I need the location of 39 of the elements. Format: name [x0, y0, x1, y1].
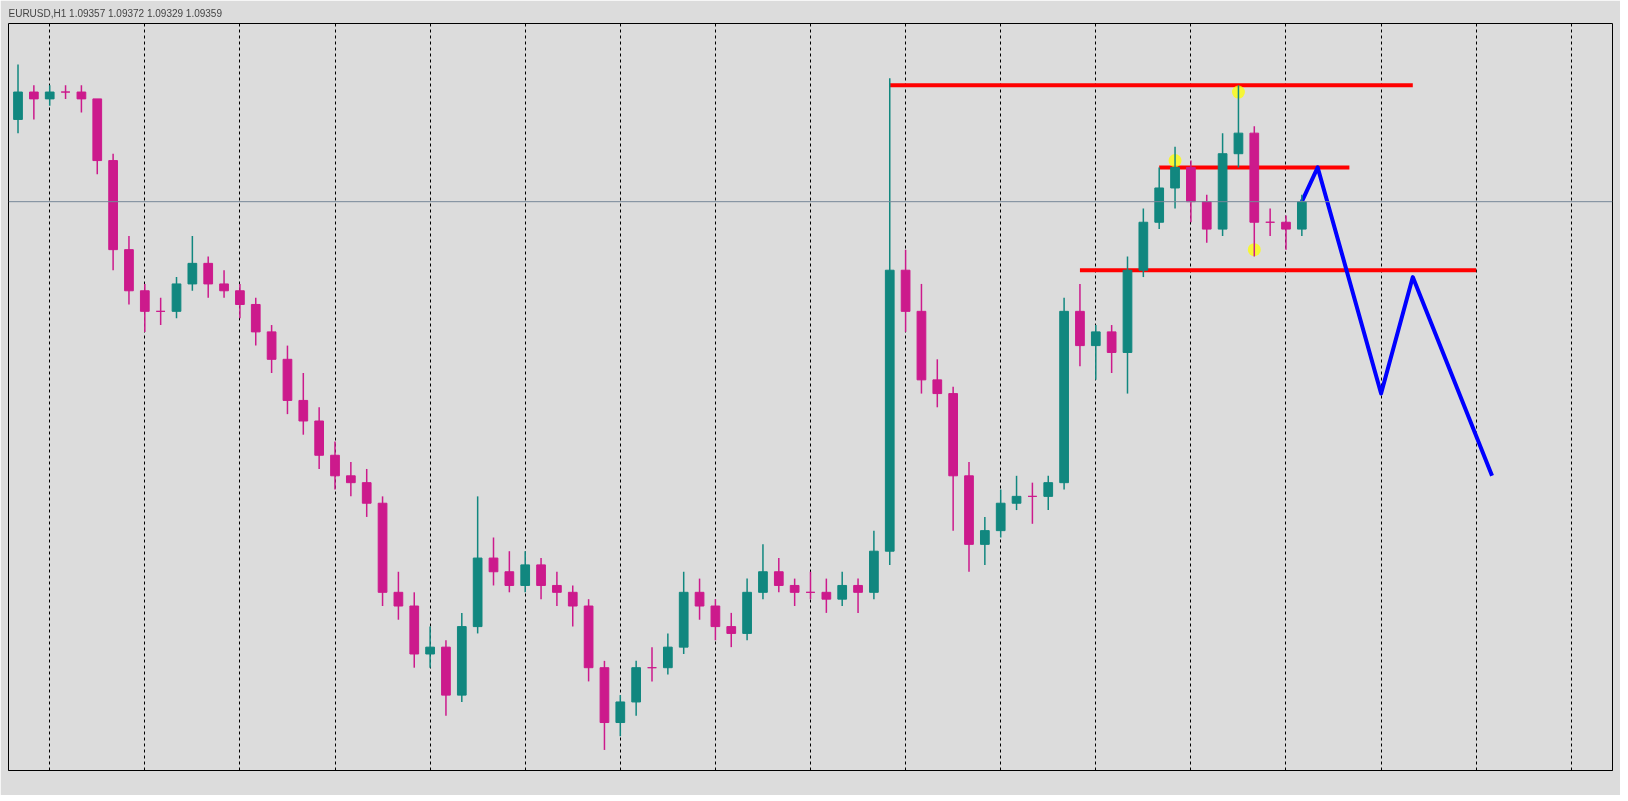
candlestick — [552, 571, 562, 607]
candlestick — [76, 84, 87, 114]
candlestick — [1011, 475, 1022, 511]
candlestick — [139, 283, 150, 333]
candlestick — [219, 269, 229, 299]
candlestick — [694, 577, 705, 621]
candlestick — [726, 612, 737, 648]
candlestick — [235, 283, 245, 319]
candlestick — [1090, 324, 1101, 381]
candlestick — [425, 625, 435, 669]
candlestick — [536, 557, 546, 600]
candlestick — [853, 577, 863, 614]
candlestick — [488, 536, 499, 587]
candlestick — [758, 543, 768, 600]
candlestick — [346, 461, 356, 498]
candlestick — [1281, 214, 1291, 251]
candlestick — [773, 557, 784, 594]
chart-title: EURUSD,H1 1.09357 1.09372 1.09329 1.09359 — [8, 7, 223, 19]
candlestick — [44, 84, 55, 107]
candlestick — [1043, 475, 1054, 511]
candlestick — [361, 468, 372, 518]
candlestick — [330, 440, 340, 491]
candlestick — [393, 571, 404, 621]
candlestick — [203, 255, 214, 299]
candlestick — [837, 571, 848, 607]
candlestick — [710, 598, 721, 642]
candlestick — [187, 235, 198, 292]
candlestick — [662, 632, 673, 676]
candlestick — [979, 516, 990, 566]
candlestick — [1106, 324, 1117, 374]
candlestick — [615, 694, 626, 737]
candlestick — [29, 84, 39, 121]
candlestick — [298, 372, 309, 436]
candlestick — [520, 550, 531, 594]
candlestick — [821, 577, 832, 614]
candlestick — [504, 550, 515, 594]
candlestick — [567, 584, 578, 628]
candlestick — [789, 577, 800, 607]
candlestick — [932, 358, 943, 409]
